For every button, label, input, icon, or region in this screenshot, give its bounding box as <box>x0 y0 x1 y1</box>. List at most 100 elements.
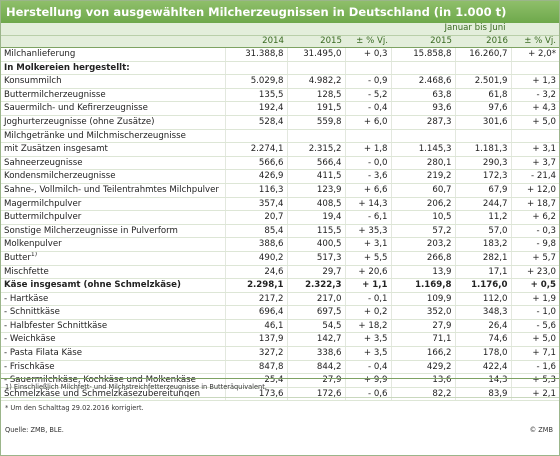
cell-value: 15.858,8 <box>413 49 452 59</box>
cell: 490,2 <box>224 251 287 266</box>
cell: - 0,1 <box>344 292 391 307</box>
cell-value: 290,3 <box>482 157 508 168</box>
cell: 5.029,8 <box>224 74 287 89</box>
cell-value: 97,6 <box>488 103 508 114</box>
cell-value: + 20,6 <box>358 266 388 277</box>
cell-value: 191,5 <box>316 103 342 114</box>
cell-value: 280,1 <box>426 157 452 168</box>
cell-value: - 5,6 <box>536 320 557 331</box>
cell: 25,4 <box>224 373 287 388</box>
cell-value: 566,4 <box>316 157 342 168</box>
cell: 290,3 <box>454 156 511 171</box>
cell: 178,0 <box>454 346 511 361</box>
cell: + 2,0* <box>510 47 560 62</box>
row-label: Käse insgesamt (ohne Schmelzkäse) <box>4 280 181 291</box>
cell-value: + 5,3 <box>532 375 557 386</box>
table-row: Magermilchpulver 357,4 408,5 + 14,3 206,2 244… <box>1 197 560 212</box>
cell: + 14,3 <box>344 197 391 212</box>
cell: - 21,4 <box>510 169 560 184</box>
cell-value: 24,6 <box>264 266 284 277</box>
row-label: Buttermilcherzeugnisse <box>4 89 106 100</box>
row-label-cell: Magermilchpulver <box>1 197 225 212</box>
table-row: Käse insgesamt (ohne Schmelzkäse) 2.298,1… <box>1 278 560 293</box>
cell: + 1,1 <box>344 278 391 293</box>
cell-value: 192,4 <box>258 103 284 114</box>
cell: 57,0 <box>454 224 511 239</box>
cell: - 1,6 <box>510 360 560 375</box>
cell-value: 71,1 <box>432 334 452 345</box>
cell-value: 67,9 <box>488 184 508 195</box>
cell-value: 2.315,2 <box>308 144 342 155</box>
cell-value: 217,0 <box>316 293 342 304</box>
cell-value: 206,2 <box>426 198 452 209</box>
cell: 244,7 <box>454 197 511 212</box>
cell: 1.169,8 <box>390 278 455 293</box>
cell-value: 116,3 <box>258 184 284 195</box>
copyright: © ZMB <box>529 426 553 434</box>
cell-value: 11,2 <box>488 212 508 223</box>
cell-value: 26,4 <box>488 320 508 331</box>
cell: 57,2 <box>390 224 455 239</box>
cell-value: 172,6 <box>316 388 342 399</box>
cell-value: + 6,6 <box>363 184 388 195</box>
cell-value: 847,8 <box>258 361 284 372</box>
cell: - 0,9 <box>344 74 391 89</box>
cell: + 5,0 <box>510 332 560 348</box>
cell: 400,5 <box>286 237 345 252</box>
table-row: Molkenpulver 388,6 400,5 + 3,1 203,2 183,2 - 9… <box>1 237 560 252</box>
column-header: 2014 <box>225 35 287 48</box>
cell-value: + 0,5 <box>530 280 557 291</box>
cell-value: 83,9 <box>488 388 508 399</box>
cell: 85,4 <box>224 224 287 239</box>
cell-value: + 4,3 <box>532 103 557 114</box>
cell-value: 85,4 <box>264 225 284 236</box>
cell: + 0,2 <box>344 305 391 320</box>
table-row: mit Zusätzen insgesamt 2.274,1 2.315,2 + 1,… <box>1 142 560 157</box>
row-label-cell: Kondensmilcherzeugnisse <box>1 169 225 184</box>
cell: 128,5 <box>286 88 345 103</box>
table-row: Mischfette 24,6 29,7 + 20,6 13,9 17,1 + 23,0 <box>1 265 560 280</box>
cell: - 0,0 <box>344 156 391 171</box>
row-label: - Pasta Filata Käse <box>4 348 82 359</box>
cell: 357,4 <box>224 197 287 212</box>
table-row: Buttermilchpulver 20,7 19,4 - 6,1 10,5 11,2 + … <box>1 210 560 225</box>
cell-value: 528,4 <box>258 116 284 127</box>
cell-value: - 21,4 <box>531 171 557 182</box>
cell-value: + 3,5 <box>363 334 388 345</box>
cell: 15.858,8 <box>390 47 455 62</box>
row-label: Sonstige Milcherzeugnisse in Pulverform <box>4 225 178 236</box>
cell-value: 217,2 <box>258 293 284 304</box>
cell: 67,9 <box>454 183 511 198</box>
table-row: Milchanlieferung 31.388,8 31.495,0 + 0,3 15.… <box>1 47 560 62</box>
cell: 166,2 <box>390 346 455 361</box>
cell-value: 426,9 <box>258 171 284 182</box>
row-label-cell: - Sauermilchkäse, Kochkäse und Molkenkäs… <box>1 373 225 388</box>
table: Januar bis Juni 2014 2015 ± % Vj. 2015 2016 ±… <box>1 23 560 402</box>
row-label: In Molkereien hergestellt: <box>4 62 130 73</box>
cell: 71,1 <box>390 332 455 348</box>
cell-value: + 1,9 <box>532 293 557 304</box>
cell: 348,3 <box>454 305 511 320</box>
cell-value: 19,4 <box>322 212 342 223</box>
table-row: Sonstige Milcherzeugnisse in Pulverform 8… <box>1 224 560 239</box>
cell-value: 112,0 <box>482 293 508 304</box>
row-label-cell: Buttermilchpulver <box>1 210 225 225</box>
footnotes: 1) Einschließlich Milchfett- und Milchst… <box>1 378 559 456</box>
cell-value: 282,1 <box>482 252 508 263</box>
cell: 2.274,1 <box>224 142 287 157</box>
cell-value: 1.145,3 <box>418 144 452 155</box>
cell: 10,5 <box>390 210 455 225</box>
cell-value: 13,9 <box>432 266 452 277</box>
cell: 426,9 <box>224 169 287 184</box>
cell-value: 338,6 <box>316 348 342 359</box>
cell-value: 31.495,0 <box>303 49 342 59</box>
cell: 2.322,3 <box>286 278 345 293</box>
cell-value: 327,2 <box>258 348 284 359</box>
cell: 17,1 <box>454 265 511 280</box>
cell: 2.468,6 <box>390 74 455 89</box>
cell: - 9,8 <box>510 237 560 252</box>
cell: 109,9 <box>390 292 455 307</box>
cell: - 3,2 <box>510 88 560 103</box>
cell-value: 63,8 <box>432 89 452 100</box>
cell-value: 2.501,9 <box>474 76 508 87</box>
